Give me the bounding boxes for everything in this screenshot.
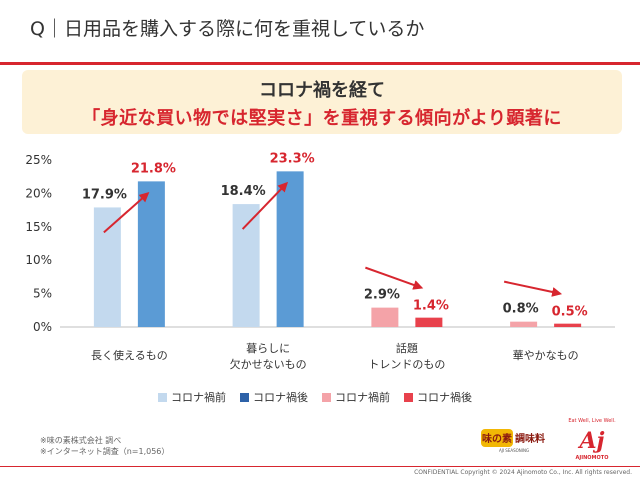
- data-label-after: 21.8%: [131, 161, 176, 176]
- legend-swatch: [404, 392, 413, 402]
- trend-arrow-up: [241, 181, 289, 230]
- category-label: 長く使えるもの: [91, 349, 168, 362]
- bar-chart: 0% 5% 10% 15% 20% 25% 17.9% 21.8% 長く使えるもの 18.4% 23…: [25, 151, 615, 371]
- logo-sub-text: 調味料: [515, 432, 545, 445]
- data-label-before: 0.8%: [503, 302, 539, 317]
- data-label-after: 0.5%: [552, 305, 588, 320]
- data-label-before: 18.4%: [221, 184, 266, 199]
- note-source: ※味の素株式会社 調べ: [40, 436, 122, 445]
- y-tick-label: 10%: [25, 253, 52, 267]
- ajinomoto-logo: Eat Well, Live Well. Aj AJINOMOTO: [568, 418, 616, 461]
- logo-small-text: AJI SEASONING: [499, 448, 529, 453]
- category-label-line2: 欠かせないもの: [230, 357, 307, 371]
- y-tick-label: 20%: [25, 186, 52, 200]
- y-tick-label: 15%: [25, 220, 52, 234]
- logo-main-text: 味の素: [482, 432, 512, 445]
- bar-before: [93, 207, 121, 327]
- category-label-line2: トレンドのもの: [368, 358, 445, 371]
- data-label-before: 17.9%: [82, 187, 127, 202]
- legend-item: コロナ禍後: [240, 389, 308, 405]
- trend-arrow-down: [365, 266, 424, 290]
- bar-after: [415, 317, 443, 327]
- footer: CONFIDENTIAL Copyright © 2024 Ajinomoto …: [0, 466, 640, 480]
- header-rule: [0, 62, 640, 65]
- aji-seasoning-logo: 味の素 調味料 AJI SEASONING: [481, 429, 545, 453]
- data-label-after: 1.4%: [413, 299, 449, 314]
- logo-name: AJINOMOTO: [576, 455, 609, 461]
- legend-label: コロナ禍後: [417, 391, 472, 404]
- chart-legend: コロナ禍前 コロナ禍後 コロナ禍前 コロナ禍後: [158, 390, 472, 404]
- legend-swatch: [158, 392, 167, 402]
- legend-swatch: [322, 392, 331, 402]
- footer-text: CONFIDENTIAL Copyright © 2024 Ajinomoto …: [414, 469, 632, 476]
- legend-label: コロナ禍前: [335, 391, 390, 404]
- y-tick-label: 25%: [25, 153, 52, 167]
- legend-item: コロナ禍後: [404, 389, 472, 405]
- source-notes: ※味の素株式会社 調べ ※インターネット調査（n=1,056）: [40, 435, 169, 457]
- note-method: ※インターネット調査（n=1,056）: [40, 447, 170, 456]
- category-label: 華やかなもの: [513, 349, 579, 362]
- bar-after: [137, 181, 165, 327]
- legend-label: コロナ禍前: [171, 391, 226, 404]
- bar-before: [510, 321, 538, 327]
- bar-before: [371, 307, 399, 327]
- footer-rule: [0, 466, 640, 467]
- data-label-before: 2.9%: [364, 288, 400, 303]
- legend-item: コロナ禍前: [322, 389, 390, 405]
- headline-line2: 「身近な買い物では堅実さ」を重視する傾向がより顕著に: [82, 108, 562, 129]
- data-label-after: 23.3%: [270, 151, 315, 166]
- y-tick-label: 5%: [33, 287, 52, 301]
- logo-mark: Aj: [577, 428, 604, 454]
- legend-label: コロナ禍後: [253, 391, 308, 404]
- bar-after: [554, 323, 582, 327]
- trend-arrow-down: [503, 280, 563, 297]
- bar-before: [232, 204, 260, 327]
- header: Q｜日用品を購入する際に何を重視しているか: [0, 0, 640, 58]
- question-title: Q｜日用品を購入する際に何を重視しているか: [30, 18, 425, 40]
- legend-item: コロナ禍前: [158, 389, 226, 405]
- category-label: 話題: [396, 341, 418, 355]
- headline-banner: コロナ禍を経て 「身近な買い物では堅実さ」を重視する傾向がより顕著に: [22, 70, 622, 134]
- headline-line1: コロナ禍を経て: [259, 80, 385, 101]
- legend-swatch: [240, 392, 249, 402]
- logo-slogan: Eat Well, Live Well.: [568, 418, 616, 424]
- trend-arrow-up: [103, 192, 150, 234]
- category-label: 暮らしに: [246, 341, 290, 355]
- logo-badge: [481, 429, 513, 447]
- y-tick-label: 0%: [33, 320, 52, 334]
- bar-after: [276, 171, 304, 327]
